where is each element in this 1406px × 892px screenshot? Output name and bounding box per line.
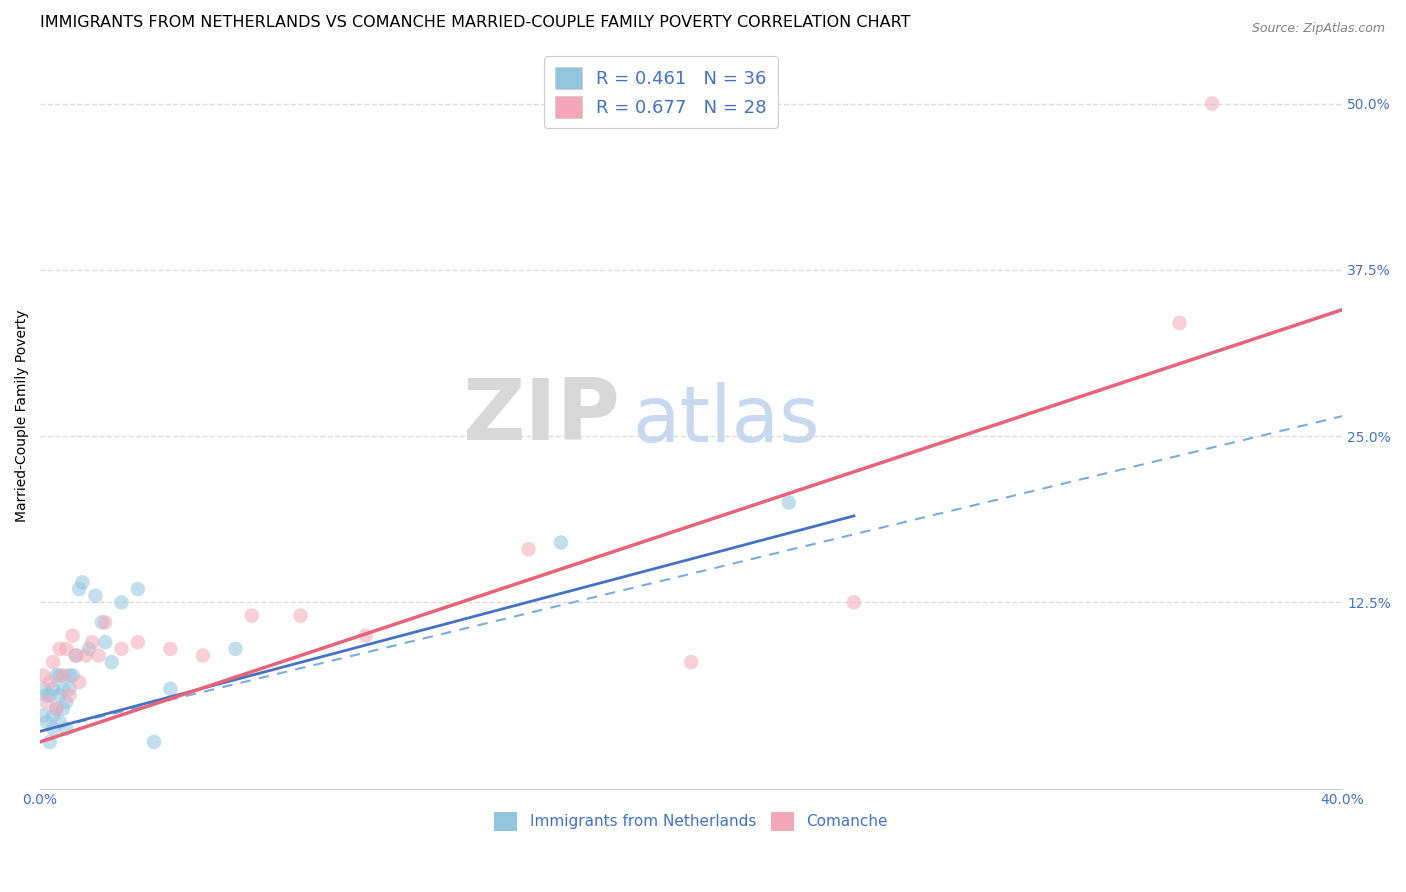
Point — [94, 615, 117, 630]
Point — [48, 714, 70, 729]
Point — [52, 668, 75, 682]
Point — [778, 495, 800, 509]
Point — [38, 735, 60, 749]
Point — [42, 708, 65, 723]
Point — [55, 722, 77, 736]
Point — [35, 695, 58, 709]
Point — [45, 702, 67, 716]
Point — [42, 722, 65, 736]
Point — [75, 648, 97, 663]
Point — [1201, 96, 1223, 111]
Point — [84, 589, 107, 603]
Point — [55, 641, 77, 656]
Text: atlas: atlas — [633, 382, 820, 458]
Point — [38, 689, 60, 703]
Point — [842, 595, 865, 609]
Point — [159, 641, 181, 656]
Point — [681, 655, 703, 669]
Point — [143, 735, 166, 749]
Point — [127, 582, 149, 596]
Point — [94, 635, 117, 649]
Text: Source: ZipAtlas.com: Source: ZipAtlas.com — [1251, 22, 1385, 36]
Point — [240, 608, 263, 623]
Point — [35, 689, 58, 703]
Point — [55, 695, 77, 709]
Text: ZIP: ZIP — [461, 375, 620, 458]
Point — [58, 689, 80, 703]
Point — [62, 629, 84, 643]
Point — [65, 648, 87, 663]
Text: IMMIGRANTS FROM NETHERLANDS VS COMANCHE MARRIED-COUPLE FAMILY POVERTY CORRELATIO: IMMIGRANTS FROM NETHERLANDS VS COMANCHE … — [41, 15, 911, 30]
Y-axis label: Married-Couple Family Poverty: Married-Couple Family Poverty — [15, 310, 30, 523]
Point — [354, 629, 377, 643]
Point — [58, 668, 80, 682]
Point — [45, 668, 67, 682]
Point — [159, 681, 181, 696]
Point — [517, 542, 540, 557]
Point — [48, 641, 70, 656]
Point — [224, 641, 246, 656]
Point — [100, 655, 122, 669]
Point — [110, 595, 132, 609]
Point — [127, 635, 149, 649]
Point — [77, 641, 100, 656]
Point — [48, 689, 70, 703]
Point — [550, 535, 572, 549]
Point — [67, 582, 90, 596]
Point — [42, 681, 65, 696]
Point — [42, 655, 65, 669]
Point — [38, 675, 60, 690]
Point — [35, 714, 58, 729]
Point — [82, 635, 104, 649]
Point — [32, 708, 55, 723]
Point — [62, 668, 84, 682]
Point — [58, 681, 80, 696]
Point — [52, 702, 75, 716]
Point — [32, 668, 55, 682]
Point — [32, 681, 55, 696]
Point — [65, 648, 87, 663]
Point — [87, 648, 110, 663]
Point — [91, 615, 114, 630]
Point — [45, 702, 67, 716]
Point — [52, 681, 75, 696]
Point — [1168, 316, 1191, 330]
Point — [110, 641, 132, 656]
Point — [48, 668, 70, 682]
Point — [191, 648, 214, 663]
Point — [72, 575, 94, 590]
Point — [67, 675, 90, 690]
Point — [290, 608, 312, 623]
Legend: Immigrants from Netherlands, Comanche: Immigrants from Netherlands, Comanche — [488, 805, 894, 837]
